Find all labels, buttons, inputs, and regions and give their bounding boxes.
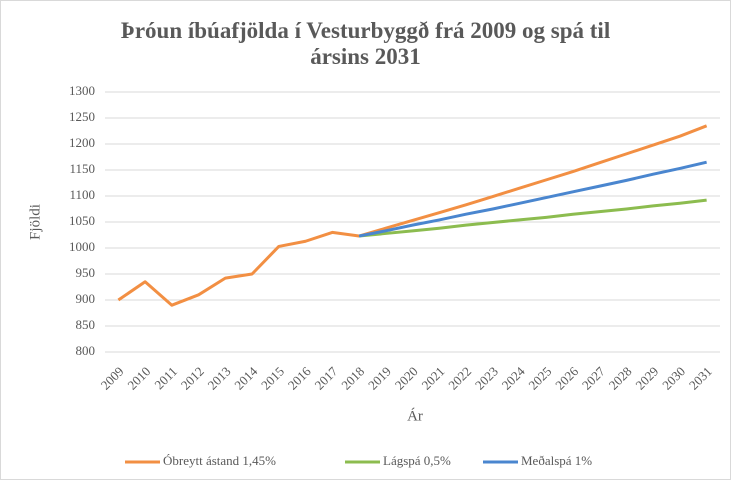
x-tick-label: 2028 bbox=[606, 364, 635, 393]
x-tick-label: 2015 bbox=[258, 364, 287, 393]
y-tick-label: 1300 bbox=[69, 83, 95, 98]
x-tick-label: 2029 bbox=[632, 364, 661, 393]
x-tick-label: 2024 bbox=[499, 363, 528, 392]
x-tick-label: 2021 bbox=[418, 364, 447, 393]
x-tick-label: 2018 bbox=[338, 364, 367, 393]
y-tick-label: 1200 bbox=[69, 135, 95, 150]
y-axis-label: Fjöldi bbox=[27, 204, 43, 240]
series-line bbox=[117, 124, 708, 307]
chart-title: Þróun íbúafjölda í Vesturbyggð frá 2009 … bbox=[120, 18, 611, 69]
x-tick-label: 2012 bbox=[178, 364, 207, 393]
y-tick-label: 1100 bbox=[69, 187, 95, 202]
y-tick-label: 1150 bbox=[69, 161, 95, 176]
x-tick-label: 2017 bbox=[312, 363, 341, 392]
y-tick-label: 1000 bbox=[69, 239, 95, 254]
series-line bbox=[358, 160, 707, 238]
x-tick-label: 2031 bbox=[686, 364, 715, 393]
x-tick-label: 2022 bbox=[445, 364, 474, 393]
legend-label: Óbreytt ástand 1,45% bbox=[163, 453, 276, 468]
x-axis-label: Ár bbox=[407, 407, 423, 424]
x-tick-label: 2016 bbox=[285, 363, 314, 392]
x-tick-label: 2010 bbox=[124, 364, 153, 393]
x-tick-label: 2009 bbox=[98, 364, 127, 393]
y-tick-label: 950 bbox=[76, 265, 96, 280]
y-tick-label: 1250 bbox=[69, 109, 95, 124]
x-tick-label: 2025 bbox=[525, 364, 554, 393]
x-tick-label: 2023 bbox=[472, 364, 501, 393]
series-line bbox=[358, 198, 707, 238]
x-tick-label: 2019 bbox=[365, 364, 394, 393]
x-tick-label: 2020 bbox=[392, 364, 421, 393]
x-tick-label: 2026 bbox=[552, 363, 581, 392]
x-tick-label: 2030 bbox=[659, 364, 688, 393]
legend-label: Lágspá 0,5% bbox=[383, 453, 451, 468]
x-tick-label: 2027 bbox=[579, 363, 608, 392]
y-tick-label: 800 bbox=[76, 343, 96, 358]
y-tick-label: 1050 bbox=[69, 213, 95, 228]
x-tick-label: 2013 bbox=[205, 364, 234, 393]
y-tick-label: 900 bbox=[76, 291, 96, 306]
legend-label: Meðalspá 1% bbox=[521, 453, 592, 468]
x-tick-label: 2011 bbox=[151, 364, 180, 393]
y-tick-label: 850 bbox=[76, 317, 96, 332]
x-tick-label: 2014 bbox=[231, 363, 260, 392]
